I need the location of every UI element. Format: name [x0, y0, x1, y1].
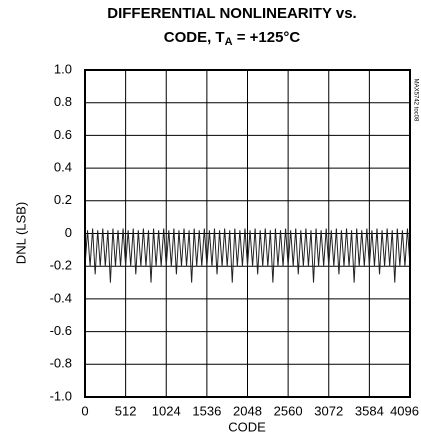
title-part: = +125°C: [233, 29, 301, 46]
chart-title: DIFFERENTIAL NONLINEARITY vs.: [107, 5, 356, 22]
y-tick-label: -1.0: [50, 388, 72, 403]
y-tick-label: 1.0: [54, 61, 72, 76]
title-part: CODE, T: [164, 29, 225, 46]
x-tick-label: 512: [115, 403, 137, 418]
x-axis-label: CODE: [228, 419, 266, 434]
y-tick-label: 0.4: [54, 160, 72, 175]
x-tick-label: 1536: [192, 403, 221, 418]
x-tick-label: 4096: [390, 403, 419, 418]
y-tick-label: 0.8: [54, 94, 72, 109]
y-tick-label: -0.4: [50, 290, 72, 305]
y-tick-label: -0.6: [50, 323, 72, 338]
plot-frame: [84, 69, 411, 398]
y-tick-label: 0: [65, 225, 72, 240]
x-tick-label: 2560: [274, 403, 303, 418]
y-tick-label: 0.2: [54, 192, 72, 207]
chart-title: CODE, TA = +125°C: [164, 29, 301, 48]
data-line: [84, 228, 411, 283]
title-subscript: A: [225, 36, 233, 48]
y-tick-label: 0.6: [54, 127, 72, 142]
y-axis-label: DNL (LSB): [13, 202, 28, 264]
x-tick-label: 3072: [314, 403, 343, 418]
y-tick-label: -0.2: [50, 258, 72, 273]
x-tick-label: 2048: [233, 403, 262, 418]
annotation: MAX5742 toc08: [412, 79, 418, 122]
x-tick-label: 0: [81, 403, 88, 418]
x-tick-label: 1024: [152, 403, 181, 418]
y-tick-label: -0.8: [50, 356, 72, 371]
x-tick-label: 3584: [355, 403, 384, 418]
